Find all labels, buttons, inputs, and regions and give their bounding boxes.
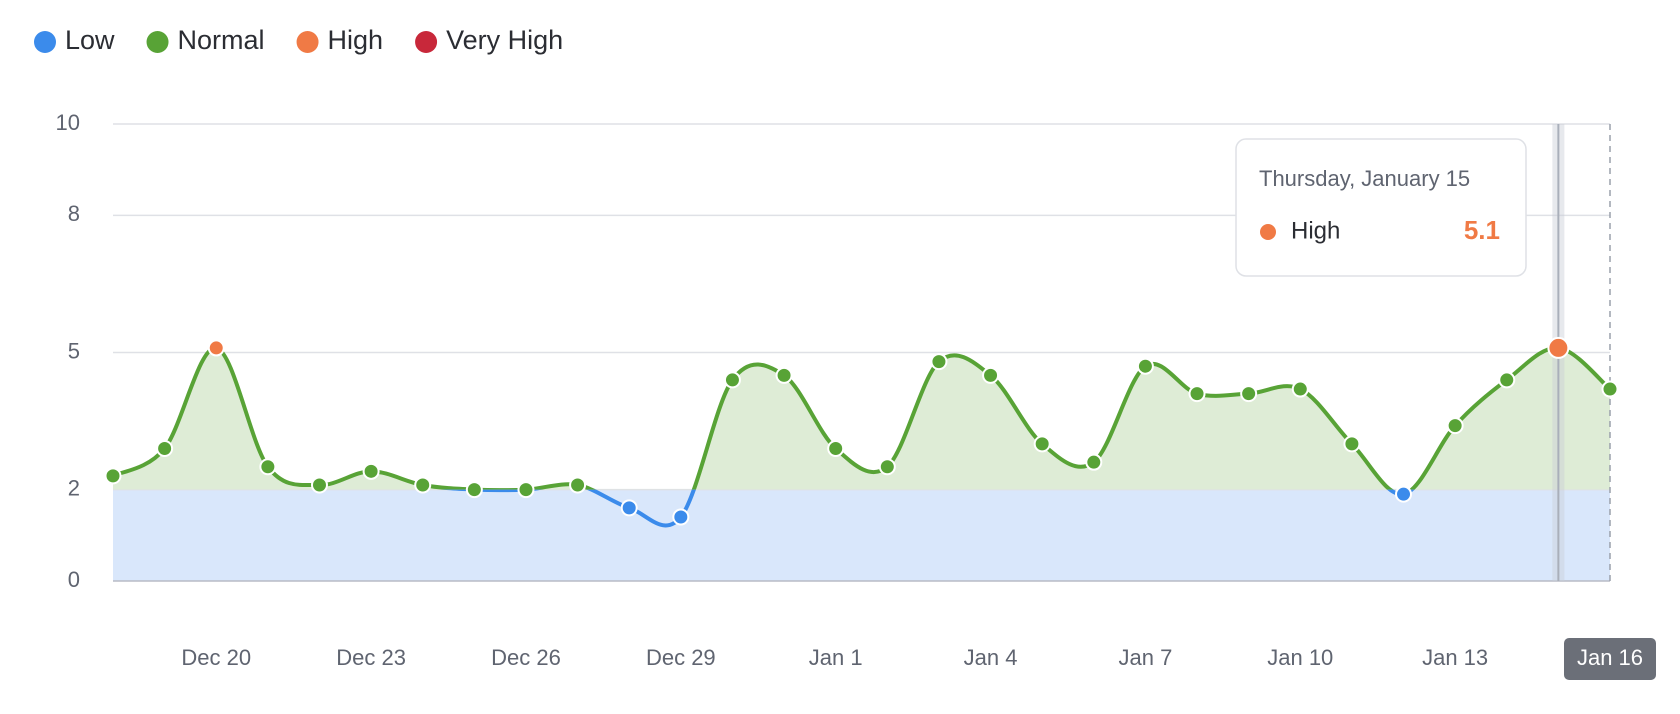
x-tick-label: Jan 13 <box>1422 645 1488 670</box>
point <box>465 481 483 499</box>
point <box>569 476 587 494</box>
legend-label: High <box>328 25 384 55</box>
x-tick-label: Jan 1 <box>809 645 863 670</box>
point <box>1240 385 1258 403</box>
y-tick-label: 8 <box>68 201 80 226</box>
x-tick-label: Jan 16 <box>1577 645 1643 670</box>
point <box>1601 380 1619 398</box>
y-tick-label: 2 <box>68 475 80 500</box>
tooltip-title: Thursday, January 15 <box>1259 166 1470 191</box>
point <box>259 458 277 476</box>
tooltip-label: High <box>1291 217 1340 244</box>
point <box>310 476 328 494</box>
tooltip-value: 5.1 <box>1464 215 1500 245</box>
line <box>112 345 1612 490</box>
legend-marker <box>34 31 56 53</box>
point <box>517 481 535 499</box>
x-label-badge <box>1564 638 1656 680</box>
point <box>930 353 948 371</box>
point <box>827 439 845 457</box>
point <box>1136 357 1154 375</box>
x-tick-label: Dec 26 <box>491 645 561 670</box>
legend-label: Low <box>65 25 115 55</box>
point <box>878 458 896 476</box>
point <box>1343 435 1361 453</box>
x-tick-label: Jan 7 <box>1118 645 1172 670</box>
legend-marker <box>146 31 169 53</box>
point <box>1446 417 1464 435</box>
y-tick-label: 0 <box>68 567 80 592</box>
point <box>775 366 793 384</box>
point <box>156 439 174 457</box>
x-tick-label: Dec 29 <box>646 645 716 670</box>
normal-area <box>113 347 1610 490</box>
point <box>1033 435 1051 453</box>
point <box>723 371 741 389</box>
tooltip-box <box>1235 138 1527 277</box>
legend-label: Very High <box>446 25 563 55</box>
legend-label: Normal <box>178 25 265 55</box>
point <box>362 462 380 480</box>
point <box>1188 385 1206 403</box>
point <box>982 366 1000 384</box>
point <box>1547 336 1570 359</box>
point <box>1291 380 1309 398</box>
y-tick-label: 10 <box>56 110 80 135</box>
legend-marker <box>415 31 438 53</box>
x-tick-label: Dec 23 <box>336 645 406 670</box>
point <box>1498 371 1516 389</box>
low-zone <box>113 489 1610 581</box>
x-tick-label: Jan 4 <box>964 645 1018 670</box>
point <box>104 467 122 485</box>
point <box>620 499 638 517</box>
point <box>1085 453 1103 471</box>
tooltip: Thursday, January 15 High 5.1 <box>1235 138 1527 277</box>
legend-marker <box>296 31 319 53</box>
x-tick-label: Dec 20 <box>181 645 251 670</box>
point <box>672 508 690 526</box>
point <box>207 339 225 357</box>
point <box>414 476 432 494</box>
x-tick-label: Jan 10 <box>1267 645 1333 670</box>
tooltip-marker <box>1260 224 1276 240</box>
y-tick-label: 5 <box>68 338 80 363</box>
point <box>1395 485 1413 503</box>
